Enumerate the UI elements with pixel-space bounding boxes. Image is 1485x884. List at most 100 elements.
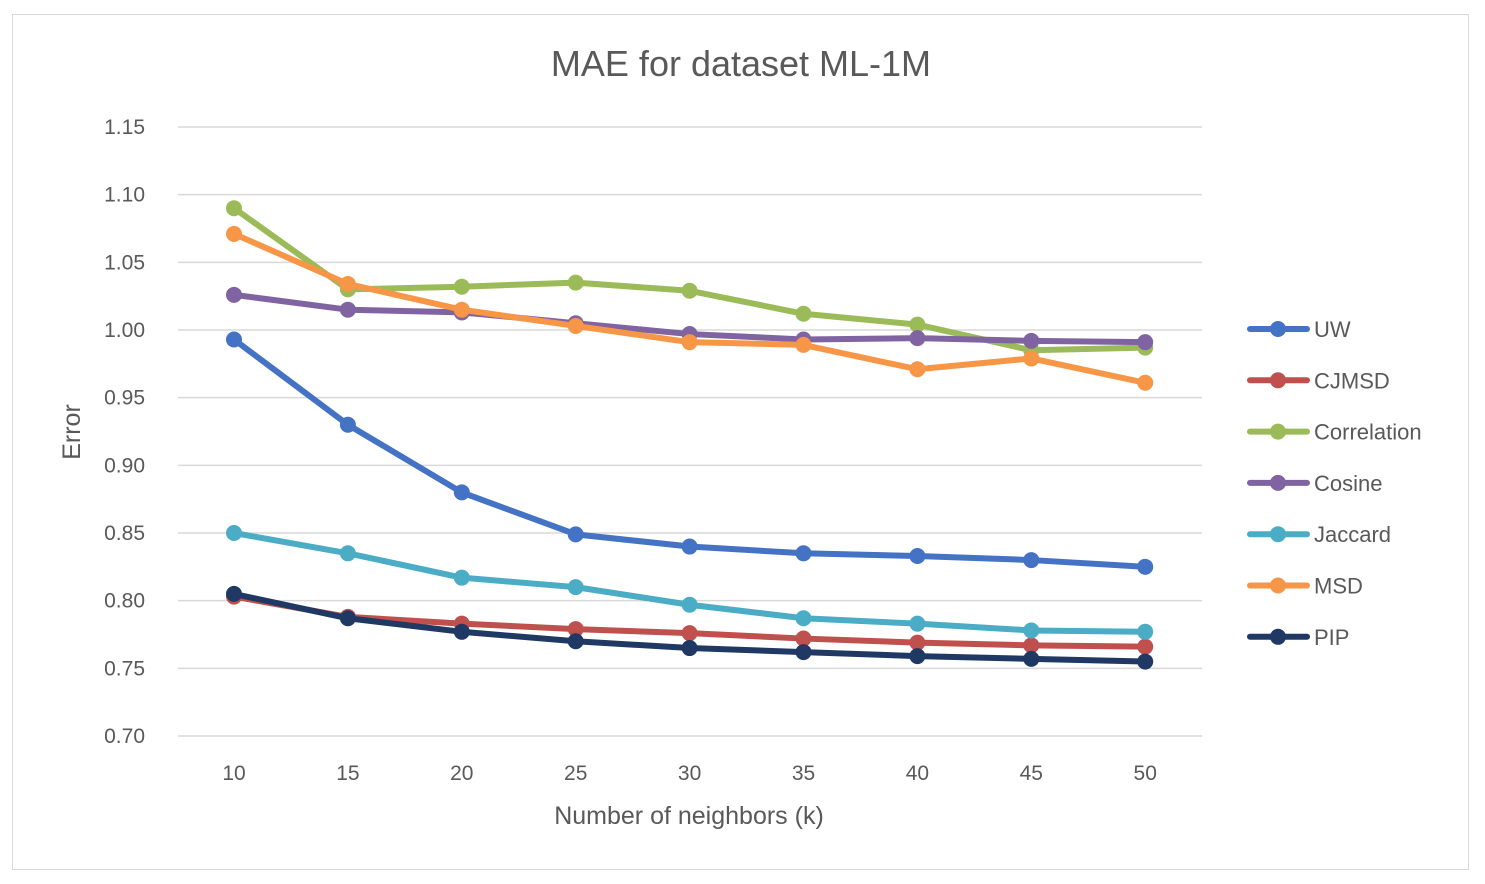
data-point-uw[interactable]: [226, 331, 242, 348]
data-point-msd[interactable]: [795, 336, 812, 353]
y-axis-ticks: 0.70 0.75 0.80 0.85 0.90 0.95 1.00 1.05 1.10 1.15: [104, 116, 145, 748]
data-point-jaccard[interactable]: [226, 525, 242, 541]
data-point-uw[interactable]: [909, 548, 926, 565]
legend-item-uw[interactable]: UW: [1247, 317, 1351, 342]
data-point-cosine[interactable]: [1023, 332, 1040, 349]
legend-item-cjmsd[interactable]: CJMSD: [1247, 368, 1390, 393]
data-point-correlation[interactable]: [453, 278, 470, 295]
data-point-cjmsd[interactable]: [1137, 638, 1154, 655]
data-point-cjmsd[interactable]: [681, 625, 698, 642]
data-point-cjmsd[interactable]: [795, 630, 812, 647]
data-point-jaccard[interactable]: [1137, 623, 1154, 640]
y-tick-label: 0.90: [104, 454, 145, 477]
data-point-uw[interactable]: [339, 416, 356, 433]
data-point-cjmsd[interactable]: [567, 621, 584, 638]
x-tick-label: 35: [792, 762, 815, 785]
legend-marker-cosine: [1270, 474, 1286, 491]
legend-label: MSD: [1314, 574, 1363, 599]
data-point-pip[interactable]: [567, 633, 584, 650]
data-point-jaccard[interactable]: [567, 579, 584, 596]
data-point-jaccard[interactable]: [339, 545, 356, 562]
y-tick-label: 0.80: [104, 590, 145, 613]
series-pip: [226, 585, 1154, 670]
data-point-jaccard[interactable]: [453, 569, 470, 586]
data-point-pip[interactable]: [226, 585, 242, 602]
data-point-correlation[interactable]: [567, 274, 584, 291]
data-point-msd[interactable]: [1137, 374, 1154, 391]
legend-label: UW: [1314, 317, 1351, 342]
x-tick-label: 15: [336, 762, 359, 785]
legend-item-jaccard[interactable]: Jaccard: [1247, 522, 1391, 547]
data-point-msd[interactable]: [226, 225, 242, 242]
legend-label: Correlation: [1314, 420, 1422, 445]
legend-item-pip[interactable]: PIP: [1247, 625, 1349, 650]
legend: UW CJMSD Correlation Cosine Jaccard MSD PIP: [1247, 317, 1422, 650]
data-point-cosine[interactable]: [1137, 334, 1154, 351]
legend-item-msd[interactable]: MSD: [1247, 574, 1363, 599]
legend-label: PIP: [1314, 625, 1349, 650]
data-point-pip[interactable]: [681, 640, 698, 657]
legend-marker-msd: [1270, 577, 1286, 594]
data-point-uw[interactable]: [567, 526, 584, 543]
data-point-correlation[interactable]: [681, 282, 698, 299]
data-point-msd[interactable]: [909, 361, 926, 378]
data-point-jaccard[interactable]: [909, 615, 926, 632]
data-point-correlation[interactable]: [909, 316, 926, 333]
data-point-pip[interactable]: [339, 610, 356, 627]
data-point-uw[interactable]: [1023, 552, 1040, 569]
series-jaccard: [226, 525, 1154, 640]
x-axis-title: Number of neighbors (k): [554, 802, 824, 830]
data-point-pip[interactable]: [1137, 653, 1154, 670]
y-tick-label: 0.95: [104, 387, 145, 410]
y-tick-label: 1.00: [104, 319, 145, 342]
legend-marker-pip: [1270, 628, 1286, 645]
y-tick-label: 1.15: [104, 116, 145, 139]
legend-label: Jaccard: [1314, 522, 1391, 547]
legend-marker-jaccard: [1270, 526, 1286, 543]
data-point-pip[interactable]: [795, 644, 812, 661]
data-point-uw[interactable]: [1137, 558, 1154, 575]
legend-marker-correlation: [1270, 423, 1286, 440]
data-point-pip[interactable]: [909, 648, 926, 665]
data-point-cjmsd[interactable]: [1023, 637, 1040, 654]
legend-item-cosine[interactable]: Cosine: [1247, 471, 1382, 496]
data-point-uw[interactable]: [795, 545, 812, 562]
data-point-pip[interactable]: [453, 623, 470, 640]
data-point-msd[interactable]: [453, 301, 470, 318]
data-point-msd[interactable]: [339, 275, 356, 292]
data-point-msd[interactable]: [567, 317, 584, 334]
data-point-correlation[interactable]: [795, 305, 812, 322]
data-point-jaccard[interactable]: [1023, 622, 1040, 639]
chart-title: MAE for dataset ML-1M: [551, 43, 931, 84]
legend-label: Cosine: [1314, 471, 1382, 496]
gridlines: [178, 126, 1202, 737]
x-tick-label: 25: [564, 762, 587, 785]
x-tick-label: 10: [222, 762, 245, 785]
series-msd: [226, 225, 1154, 391]
x-tick-label: 40: [906, 762, 929, 785]
legend-marker-uw: [1270, 321, 1286, 337]
data-point-jaccard[interactable]: [795, 610, 812, 627]
y-tick-label: 0.85: [104, 522, 145, 545]
series-uw: [226, 331, 1154, 575]
data-point-correlation[interactable]: [226, 200, 242, 217]
data-point-msd[interactable]: [1023, 350, 1040, 367]
data-point-cosine[interactable]: [909, 330, 926, 347]
data-point-cosine[interactable]: [339, 301, 356, 318]
legend-label: CJMSD: [1314, 368, 1390, 393]
data-point-uw[interactable]: [453, 484, 470, 501]
x-axis-ticks: 10 15 20 25 30 35 40 45 50: [222, 762, 1157, 785]
chart-frame: [12, 14, 1469, 870]
x-tick-label: 45: [1020, 762, 1043, 785]
legend-item-correlation[interactable]: Correlation: [1247, 420, 1422, 445]
data-point-cjmsd[interactable]: [909, 634, 926, 651]
data-point-msd[interactable]: [681, 334, 698, 351]
data-point-uw[interactable]: [681, 538, 698, 555]
data-point-pip[interactable]: [1023, 650, 1040, 667]
data-point-jaccard[interactable]: [681, 596, 698, 613]
data-point-cosine[interactable]: [226, 286, 242, 303]
legend-marker-cjmsd: [1270, 372, 1286, 389]
y-tick-label: 0.70: [104, 725, 145, 748]
y-tick-label: 1.05: [104, 251, 145, 274]
